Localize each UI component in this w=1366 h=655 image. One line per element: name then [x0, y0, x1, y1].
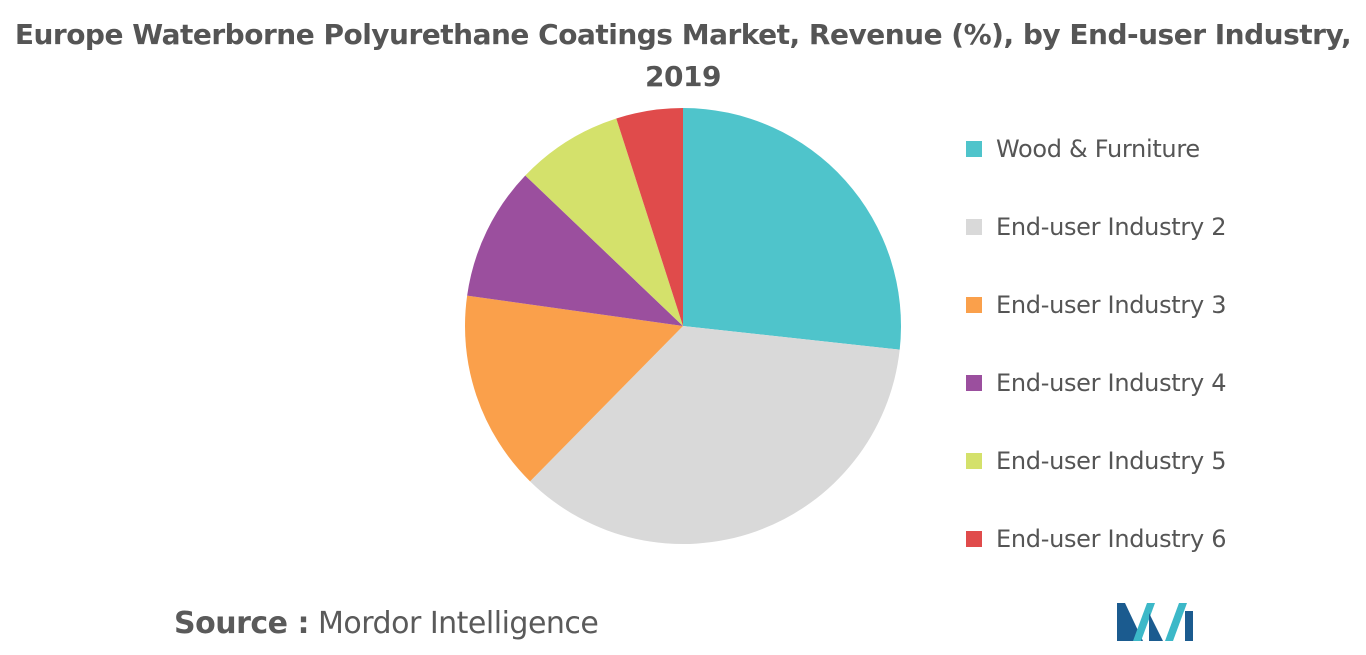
legend-swatch [966, 531, 982, 547]
legend: Wood & Furniture End-user Industry 2 End… [966, 110, 1226, 578]
pie-slice [525, 118, 683, 326]
chart-title-line-2: 2019 [645, 60, 721, 93]
logo-shape-mid [1133, 603, 1155, 641]
chart-title: Europe Waterborne Polyurethane Coatings … [0, 14, 1366, 98]
pie-slice [616, 108, 683, 326]
legend-swatch [966, 141, 982, 157]
pie-slice [530, 326, 900, 544]
source-label: Source : [174, 606, 309, 641]
legend-item: Wood & Furniture [966, 110, 1226, 188]
logo-shape-right2 [1185, 611, 1193, 641]
pie-slice [467, 175, 683, 326]
pie-slice [683, 108, 901, 350]
logo-shape-mid2 [1149, 613, 1163, 641]
legend-swatch [966, 453, 982, 469]
source-value: Mordor Intelligence [318, 606, 599, 641]
legend-label: End-user Industry 6 [996, 525, 1227, 553]
logo-shape-right [1165, 603, 1187, 641]
chart-title-line-1: Europe Waterborne Polyurethane Coatings … [14, 18, 1352, 51]
legend-item: End-user Industry 4 [966, 344, 1226, 422]
legend-label: Wood & Furniture [996, 135, 1200, 163]
legend-label: End-user Industry 3 [996, 291, 1227, 319]
pie-slice [465, 295, 683, 482]
legend-swatch [966, 219, 982, 235]
source-note: Source : Mordor Intelligence [174, 606, 599, 641]
legend-item: End-user Industry 3 [966, 266, 1226, 344]
legend-item: End-user Industry 2 [966, 188, 1226, 266]
legend-swatch [966, 375, 982, 391]
mordor-intelligence-logo [1117, 603, 1193, 641]
legend-item: End-user Industry 5 [966, 422, 1226, 500]
legend-label: End-user Industry 4 [996, 369, 1227, 397]
legend-swatch [966, 297, 982, 313]
legend-label: End-user Industry 5 [996, 447, 1227, 475]
legend-label: End-user Industry 2 [996, 213, 1227, 241]
legend-item: End-user Industry 6 [966, 500, 1226, 578]
